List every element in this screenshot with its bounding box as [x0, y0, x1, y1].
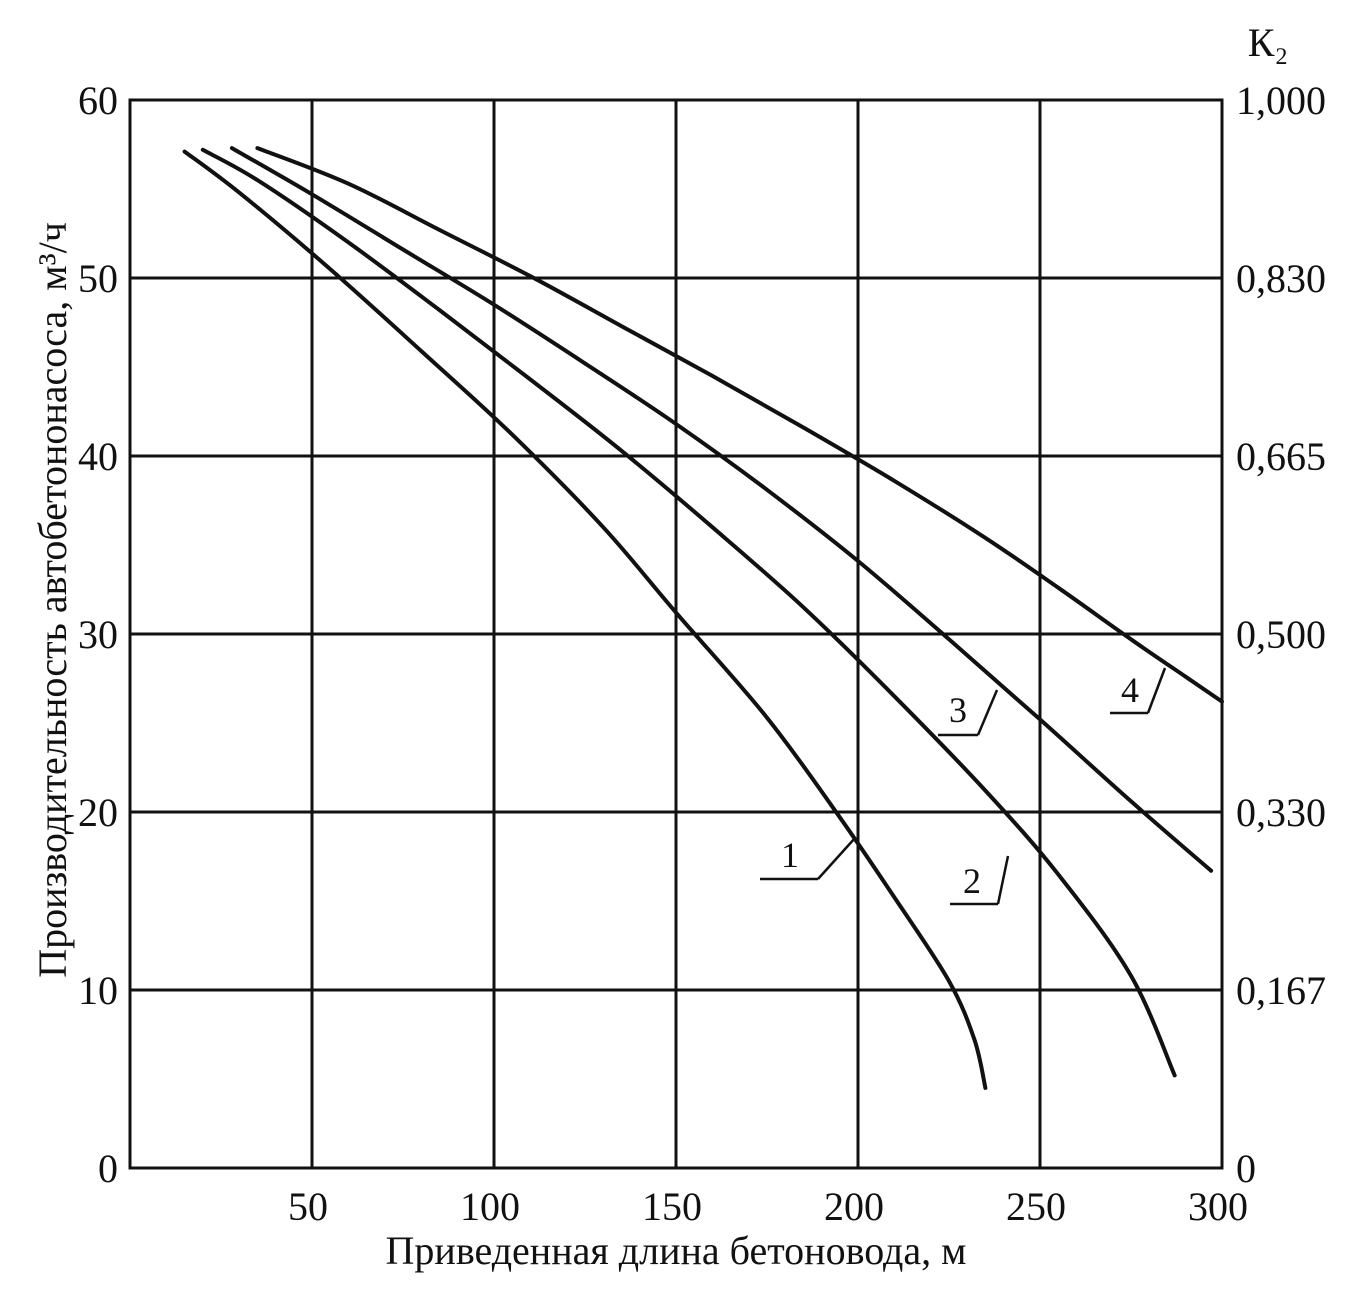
curve-label-leader: [996, 855, 1010, 905]
x-tick-label: 50: [288, 1184, 328, 1229]
y-right-tick-label: 1,000: [1236, 78, 1326, 123]
y-left-tick-label: 30: [78, 612, 118, 657]
y-axis-right-title: К₂: [1248, 20, 1289, 65]
series-line-3: [229, 146, 1214, 873]
curve-label-3: 3: [949, 690, 967, 730]
x-tick-label: 100: [460, 1184, 520, 1229]
y-right-tick-label: 0,830: [1236, 256, 1326, 301]
series-line-4: [255, 146, 1224, 704]
y-right-tick-label: 0,330: [1236, 790, 1326, 835]
y-right-tick-label: 0,665: [1236, 434, 1326, 479]
x-tick-label: 250: [1006, 1184, 1066, 1229]
y-left-tick-label: 20: [78, 790, 118, 835]
x-axis-title: Приведенная длина бетоновода, м: [386, 1228, 967, 1273]
y-axis-left-title: Производительность автобетононасоса, м³/…: [30, 222, 75, 978]
x-tick-label: 200: [824, 1184, 884, 1229]
y-left-tick-label: 60: [78, 78, 118, 123]
grid: [130, 100, 1222, 1168]
x-axis-ticks: 50 100 150 200 250 300: [288, 1184, 1248, 1229]
curve-label-4: 4: [1121, 670, 1139, 710]
y-left-tick-label: 10: [78, 968, 118, 1013]
x-tick-label: 150: [642, 1184, 702, 1229]
series-line-1: [182, 149, 988, 1090]
plot-frame: [128, 98, 1224, 1170]
y-right-tick-label: 0,500: [1236, 612, 1326, 657]
y-right-tick-label: 0: [1236, 1146, 1256, 1191]
curve-label-leader: [1146, 667, 1167, 714]
y-axis-left-ticks: 0 10 20 30 40 50 60: [78, 78, 118, 1191]
curve-label-1: 1: [781, 835, 799, 875]
curve-label-leader: [817, 837, 856, 880]
curve-label-2: 2: [963, 861, 981, 901]
series-line-2: [200, 147, 1177, 1078]
y-right-tick-label: 0,167: [1236, 968, 1326, 1013]
y-left-tick-label: 40: [78, 434, 118, 479]
curve-label-leader: [976, 689, 999, 736]
y-axis-right-ticks: 0 0,167 0,330 0,500 0,665 0,830 1,000: [1236, 78, 1326, 1191]
y-left-tick-label: 50: [78, 256, 118, 301]
y-left-tick-label: 0: [98, 1146, 118, 1191]
series-group: [182, 146, 1224, 1090]
curve-labels: 1 2 3 4: [760, 667, 1167, 906]
x-tick-label: 300: [1188, 1184, 1248, 1229]
